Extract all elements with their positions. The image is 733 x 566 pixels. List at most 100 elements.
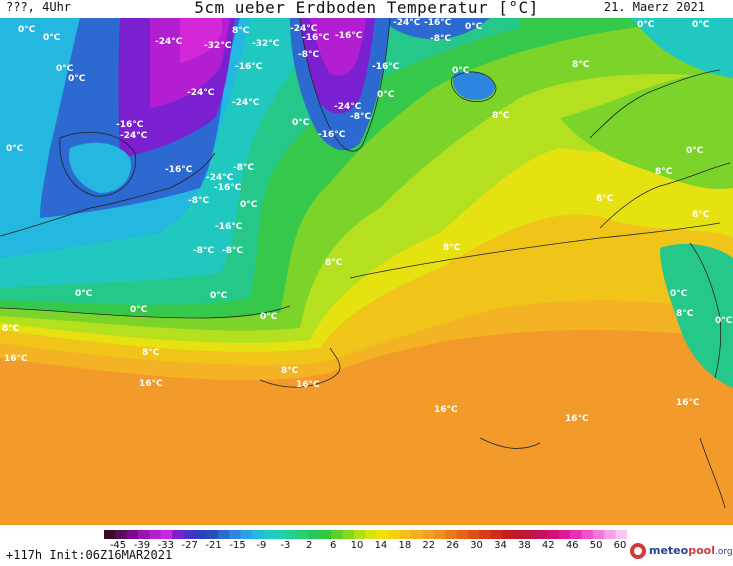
- color-scale-tick-label: 34: [494, 540, 507, 551]
- color-scale-step: [251, 530, 264, 539]
- map-label: 8°C: [692, 210, 710, 220]
- map-label: -24°C: [155, 37, 183, 47]
- color-scale-step: [615, 530, 627, 539]
- map-label: 0°C: [6, 144, 24, 154]
- color-scale-tick-label: -3: [280, 540, 291, 551]
- meteopool-logo-icon: [630, 543, 646, 559]
- color-scale-tick-label: 14: [374, 540, 388, 551]
- map-label: 0°C: [452, 66, 470, 76]
- map-label: -16°C: [302, 33, 330, 43]
- color-scale-tick-label: -15: [229, 540, 246, 551]
- color-scale-step: [342, 530, 355, 539]
- map-label: -24°C: [206, 173, 234, 183]
- map-label: 0°C: [210, 291, 228, 301]
- map-label: -8°C: [233, 163, 255, 173]
- color-scale-step: [490, 530, 503, 539]
- footer-bar: -45 -39 -33 -27 -21 -15 -9 -3 2 6 10 14 18 22 26 30 34 38…: [0, 525, 733, 566]
- color-scale-step: [445, 530, 458, 539]
- color-scale-step: [194, 530, 207, 539]
- color-scale-step: [422, 530, 435, 539]
- color-scale-bar: [104, 530, 627, 539]
- color-scale-step: [331, 530, 344, 539]
- map-label: 8°C: [443, 243, 461, 253]
- map-label: 8°C: [281, 366, 299, 376]
- map-label: -24°C: [120, 131, 148, 141]
- color-scale-step: [126, 530, 139, 539]
- map-label: -16°C: [235, 62, 263, 72]
- map-label: -16°C: [372, 62, 400, 72]
- color-scale-step: [138, 530, 151, 539]
- color-scale-tick-label: -39: [133, 540, 151, 551]
- map-label: 16°C: [4, 354, 28, 364]
- color-scale-tick-label: 60: [613, 540, 627, 551]
- map-label: 0°C: [68, 74, 86, 84]
- run-label: ???, 4Uhr: [6, 0, 72, 14]
- meteopool-logo-text: meteopool.org: [649, 544, 733, 557]
- map-label: -24°C: [334, 102, 362, 112]
- color-scale-step: [285, 530, 298, 539]
- map-label: 0°C: [377, 90, 395, 100]
- color-scale-step: [274, 530, 287, 539]
- color-scale-step: [547, 530, 560, 539]
- map-label: -8°C: [188, 196, 210, 206]
- map-label: 0°C: [56, 64, 74, 74]
- color-scale-step: [160, 530, 173, 539]
- map-label: 8°C: [492, 111, 510, 121]
- color-scale-step: [240, 530, 253, 539]
- color-scale-tick-label: 6: [329, 540, 337, 551]
- map-label: -24°C: [393, 18, 421, 28]
- color-scale-tick-label: 50: [589, 540, 603, 551]
- map-label: -32°C: [204, 41, 232, 51]
- color-scale-step: [536, 530, 549, 539]
- map-label: 0°C: [715, 316, 733, 326]
- map-label: -16°C: [214, 183, 242, 193]
- map-label: 0°C: [240, 200, 258, 210]
- map-label: -16°C: [335, 31, 363, 41]
- color-scale-step: [524, 530, 537, 539]
- color-scale-tick-label: 42: [541, 540, 555, 551]
- map-label: 8°C: [2, 324, 20, 334]
- map-label: 16°C: [676, 398, 700, 408]
- color-scale-tick-label: -9: [256, 540, 267, 551]
- color-scale-step: [115, 530, 128, 539]
- color-scale-step: [183, 530, 196, 539]
- color-scale-tick-label: 22: [422, 540, 436, 551]
- color-scale-ticks: -45 -39 -33 -27 -21 -15 -9 -3 2 6 10 14 18 22 26 30 34 38…: [100, 540, 640, 554]
- map-label: 16°C: [139, 379, 163, 389]
- color-scale-tick-label: 10: [350, 540, 364, 551]
- map-label: 8°C: [142, 348, 160, 358]
- map-label: -8°C: [222, 246, 244, 256]
- color-scale-step: [467, 530, 480, 539]
- color-scale-tick-label: 38: [518, 540, 531, 551]
- color-scale-step: [172, 530, 185, 539]
- color-scale-step: [206, 530, 219, 539]
- color-scale-step: [581, 530, 594, 539]
- map-label: 8°C: [325, 258, 343, 268]
- map-label: 8°C: [655, 167, 673, 177]
- map-label: 8°C: [572, 60, 590, 70]
- color-scale-step: [388, 530, 401, 539]
- color-scale-step: [354, 530, 367, 539]
- map-label: 8°C: [232, 26, 250, 36]
- map-label: 16°C: [565, 414, 589, 424]
- header-bar: ???, 4Uhr 5cm ueber Erdboden Temperatur …: [0, 0, 733, 22]
- color-scale-step: [149, 530, 162, 539]
- map-label: 0°C: [465, 22, 483, 32]
- color-scale-step: [604, 530, 617, 539]
- map-label: -16°C: [318, 130, 346, 140]
- map-label: 8°C: [676, 309, 694, 319]
- meteopool-logo[interactable]: meteopool.org: [630, 541, 733, 563]
- map-label: -24°C: [290, 24, 318, 34]
- color-scale-step: [513, 530, 526, 539]
- color-scale-step: [410, 530, 423, 539]
- map-label: 0°C: [692, 20, 710, 30]
- color-scale-tick-label: -33: [157, 540, 174, 551]
- color-scale-tick-label: 46: [565, 540, 579, 551]
- color-scale-step: [501, 530, 514, 539]
- map-label: -16°C: [165, 165, 193, 175]
- color-scale-step: [365, 530, 378, 539]
- color-scale-step: [558, 530, 571, 539]
- map-label: 0°C: [130, 305, 148, 315]
- map-label: 0°C: [670, 289, 688, 299]
- map-label: -32°C: [252, 39, 280, 49]
